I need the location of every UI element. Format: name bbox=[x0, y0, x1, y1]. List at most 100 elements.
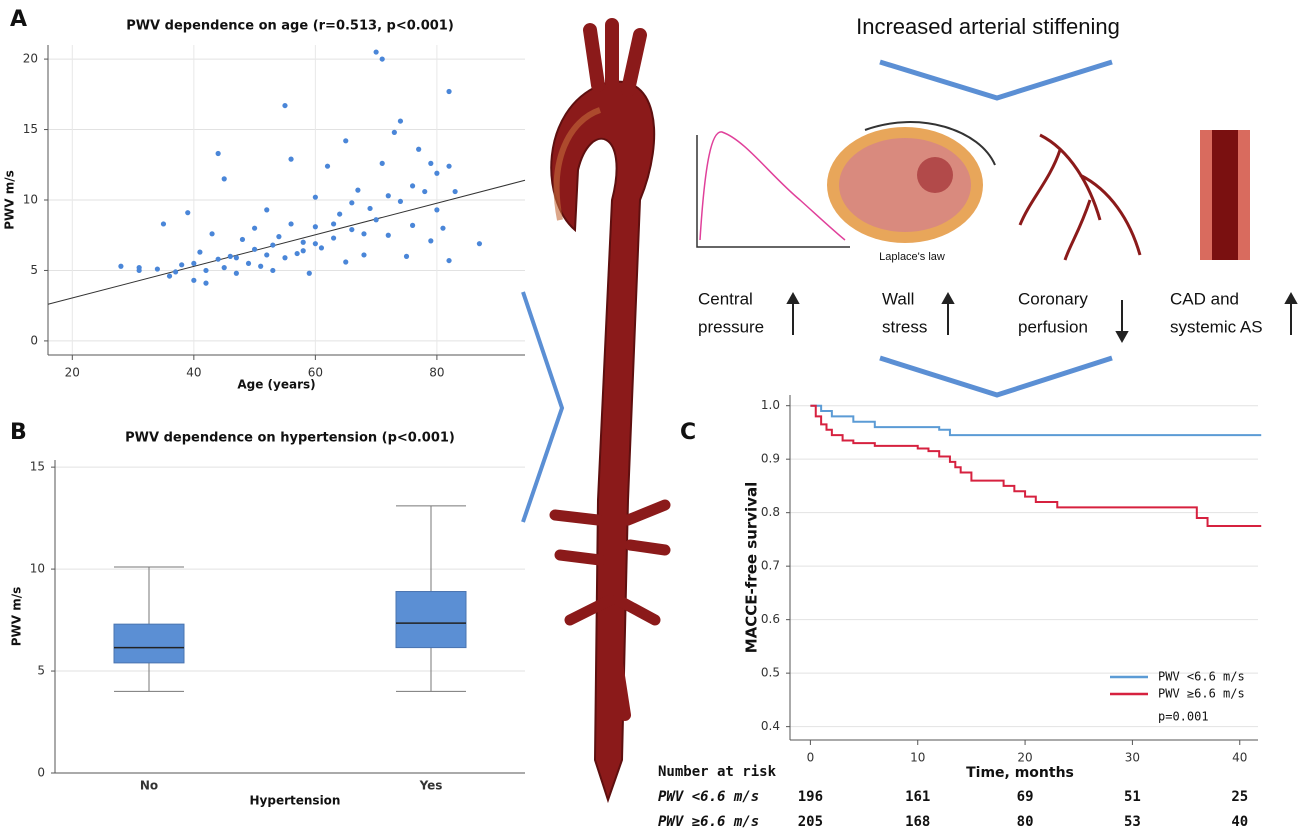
y-tick-label: 0.5 bbox=[761, 666, 780, 680]
point bbox=[166, 273, 173, 279]
point bbox=[227, 253, 233, 259]
annotation: p=0.001 bbox=[1158, 710, 1209, 724]
y-axis-label: PWV m/s bbox=[3, 170, 17, 230]
fit-line bbox=[47, 179, 526, 305]
chevron bbox=[879, 59, 1113, 101]
diagram-label: pressure bbox=[698, 317, 764, 336]
diagram-label: perfusion bbox=[1018, 317, 1088, 336]
box bbox=[395, 591, 467, 649]
x-axis-label: Age (years) bbox=[237, 378, 315, 392]
diagram-label: Central bbox=[698, 289, 753, 308]
point bbox=[203, 280, 209, 286]
point bbox=[251, 246, 258, 252]
point bbox=[367, 205, 373, 212]
point bbox=[446, 88, 452, 95]
point bbox=[312, 194, 318, 200]
point bbox=[258, 263, 264, 269]
point bbox=[452, 188, 458, 195]
point bbox=[160, 221, 167, 227]
point bbox=[446, 257, 452, 264]
point bbox=[264, 252, 270, 258]
risk-title: Number at risk bbox=[658, 764, 777, 780]
heart-icon bbox=[827, 121, 996, 243]
risk-count: 69 bbox=[1017, 789, 1034, 805]
point bbox=[330, 235, 337, 241]
point bbox=[312, 224, 318, 230]
point bbox=[409, 183, 416, 189]
y-axis-label: PWV m/s bbox=[10, 587, 24, 647]
point bbox=[373, 49, 379, 55]
point bbox=[215, 150, 221, 157]
point bbox=[330, 221, 337, 227]
panel-label: C bbox=[680, 420, 696, 445]
point bbox=[416, 146, 422, 152]
caption: Laplace's law bbox=[879, 251, 945, 263]
x-tick-label: 10 bbox=[910, 751, 925, 765]
point bbox=[428, 238, 434, 244]
point bbox=[379, 160, 385, 166]
box bbox=[113, 623, 185, 664]
point bbox=[385, 193, 391, 199]
point bbox=[446, 163, 452, 169]
chart-title: PWV dependence on hypertension (p<0.001) bbox=[125, 431, 455, 446]
point bbox=[245, 260, 252, 267]
point bbox=[343, 138, 349, 144]
diagram-label: systemic AS bbox=[1170, 317, 1263, 336]
point bbox=[391, 129, 397, 135]
y-tick-label: 1.0 bbox=[761, 398, 780, 412]
point bbox=[282, 102, 288, 109]
survival-line bbox=[810, 404, 1262, 528]
x-tick-label: 20 bbox=[65, 366, 80, 380]
survival-line bbox=[810, 404, 1262, 437]
vessel-icon bbox=[1200, 130, 1250, 260]
point bbox=[154, 266, 160, 272]
point bbox=[403, 253, 410, 259]
risk-count: 25 bbox=[1231, 789, 1248, 805]
y-tick-label: 5 bbox=[37, 664, 45, 678]
risk-row-name: PWV <6.6 m/s bbox=[658, 789, 759, 805]
point bbox=[300, 239, 306, 245]
point bbox=[239, 236, 246, 243]
point bbox=[428, 160, 434, 166]
point bbox=[337, 211, 343, 217]
aorta-illustration bbox=[549, 18, 671, 804]
point bbox=[185, 210, 191, 216]
y-tick-label: 10 bbox=[23, 193, 38, 207]
x-tick-label: 0 bbox=[807, 751, 815, 765]
point bbox=[434, 170, 440, 176]
point bbox=[434, 207, 440, 213]
diagram-label: Coronary bbox=[1018, 289, 1088, 308]
point bbox=[300, 248, 306, 254]
point bbox=[288, 221, 294, 227]
point bbox=[361, 231, 367, 237]
point bbox=[379, 56, 385, 62]
point bbox=[179, 262, 185, 268]
y-tick-label: 0 bbox=[37, 766, 45, 780]
point bbox=[476, 241, 483, 247]
risk-count: 196 bbox=[798, 789, 823, 805]
point bbox=[270, 267, 276, 274]
point bbox=[136, 265, 142, 271]
x-tick-label: 80 bbox=[429, 366, 444, 380]
y-tick-label: 0.8 bbox=[761, 505, 780, 519]
point bbox=[215, 256, 221, 262]
point bbox=[191, 277, 197, 283]
point bbox=[251, 225, 258, 231]
point bbox=[203, 267, 209, 274]
arrows bbox=[786, 291, 1298, 344]
risk-count: 51 bbox=[1124, 789, 1141, 805]
x-tick-label: 60 bbox=[308, 366, 323, 380]
point bbox=[306, 270, 312, 276]
diagram-title: Increased arterial stiffening bbox=[856, 14, 1120, 39]
coronary-icon bbox=[1018, 133, 1142, 261]
point bbox=[397, 118, 404, 124]
point bbox=[355, 187, 361, 193]
panel-label: B bbox=[10, 420, 27, 445]
x-tick-label: 40 bbox=[186, 366, 201, 380]
legend-label: PWV <6.6 m/s bbox=[1158, 670, 1245, 684]
y-tick-label: 0.9 bbox=[761, 452, 780, 466]
point bbox=[422, 188, 428, 195]
point bbox=[270, 242, 276, 248]
y-tick-label: 0.7 bbox=[761, 559, 780, 573]
